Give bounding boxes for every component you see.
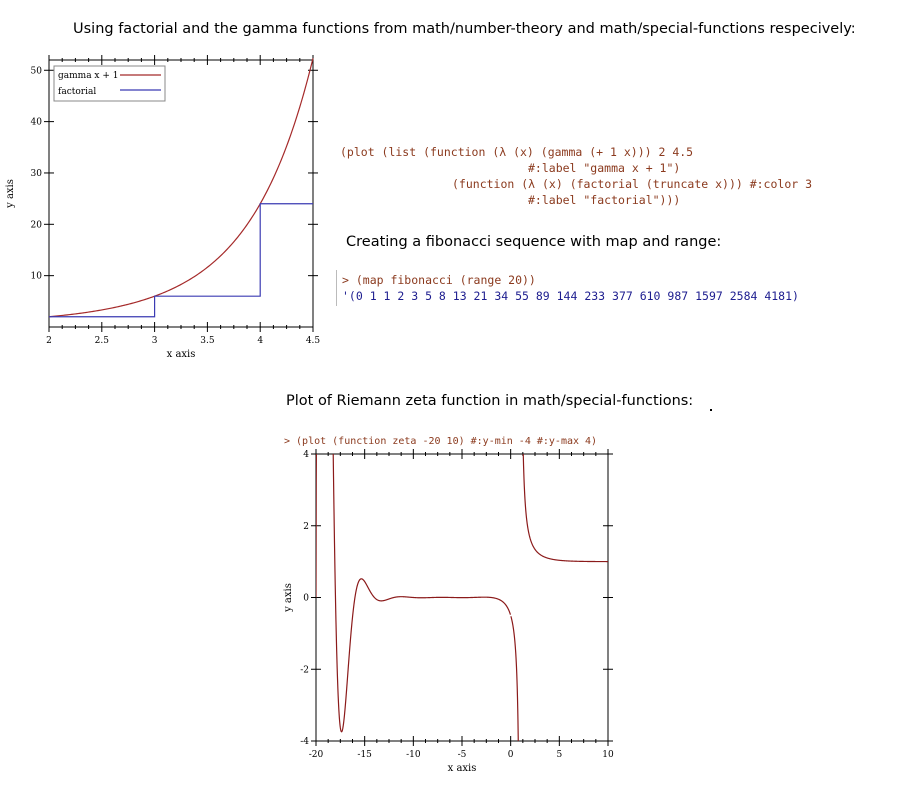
factorial-series-line [49, 203, 313, 318]
plot-code-line-2: #:label "gamma x + 1") [528, 161, 681, 175]
chart1-y-axis-label: y axis [5, 179, 16, 209]
chart2-y-tick-label: 0 [303, 594, 309, 604]
caption-top: Using factorial and the gamma functions … [73, 21, 856, 37]
legend-entry-factorial: factorial [58, 87, 96, 97]
chart1-x-axis-label: x axis [167, 349, 196, 360]
chart2-x-axis-label: x axis [448, 763, 477, 774]
chart1-y-tick-label: 30 [31, 169, 43, 179]
chart2-x-tick-label: 0 [508, 750, 514, 760]
chart2-x-tick-label: 5 [556, 750, 562, 760]
gamma-series-line [48, 58, 314, 318]
chart1-legend-box [53, 65, 166, 102]
chart2-y-tick-label: -4 [300, 737, 309, 747]
chart1-x-tick-label: 3.5 [200, 336, 215, 346]
chart1-y-tick-label: 40 [31, 118, 43, 128]
legend-entry-gamma: gamma x + 1 [58, 71, 119, 81]
chart2-y-tick-label: 4 [303, 450, 309, 460]
chart2-x-tick-label: -10 [406, 750, 421, 760]
chart2-x-tick-label: -15 [357, 750, 372, 760]
chart2-x-tick-label: -20 [309, 750, 324, 760]
chart1-y-tick-label: 50 [31, 66, 43, 76]
chart1-x-tick-label: 4.5 [306, 336, 321, 346]
chart2-x-tick-label: -5 [458, 750, 467, 760]
plot-code-line-3: (function (λ (x) (factorial (truncate x)… [452, 177, 813, 191]
chart1-x-tick-label: 3 [152, 336, 158, 346]
repl-divider [336, 270, 337, 306]
fibonacci-output: '(0 1 1 2 3 5 8 13 21 34 55 89 144 233 3… [342, 289, 799, 303]
chart1-x-tick-label: 4 [257, 336, 263, 346]
zeta-series-line [316, 454, 608, 741]
caption-zeta: Plot of Riemann zeta function in math/sp… [286, 393, 694, 409]
plot-code-line-4: #:label "factorial"))) [528, 193, 681, 207]
chart1-y-tick-label: 20 [31, 220, 43, 230]
chart1-x-tick-label: 2 [46, 336, 52, 346]
caption-fibonacci: Creating a fibonacci sequence with map a… [346, 234, 722, 250]
zeta-input: > (plot (function zeta -20 10) #:y-min -… [284, 436, 598, 447]
stray-dot [710, 409, 712, 411]
fibonacci-input: > (map fibonacci (range 20)) [342, 273, 536, 287]
chart1-y-tick-label: 10 [31, 272, 43, 282]
chart2-y-tick-label: 2 [303, 522, 309, 532]
plot-code-line-1: (plot (list (function (λ (x) (gamma (+ 1… [340, 145, 694, 159]
chart2-y-tick-label: -2 [300, 665, 309, 675]
chart1-x-tick-label: 2.5 [95, 336, 110, 346]
chart2-x-tick-label: 10 [602, 750, 614, 760]
chart2-y-axis-label: y axis [283, 583, 294, 613]
